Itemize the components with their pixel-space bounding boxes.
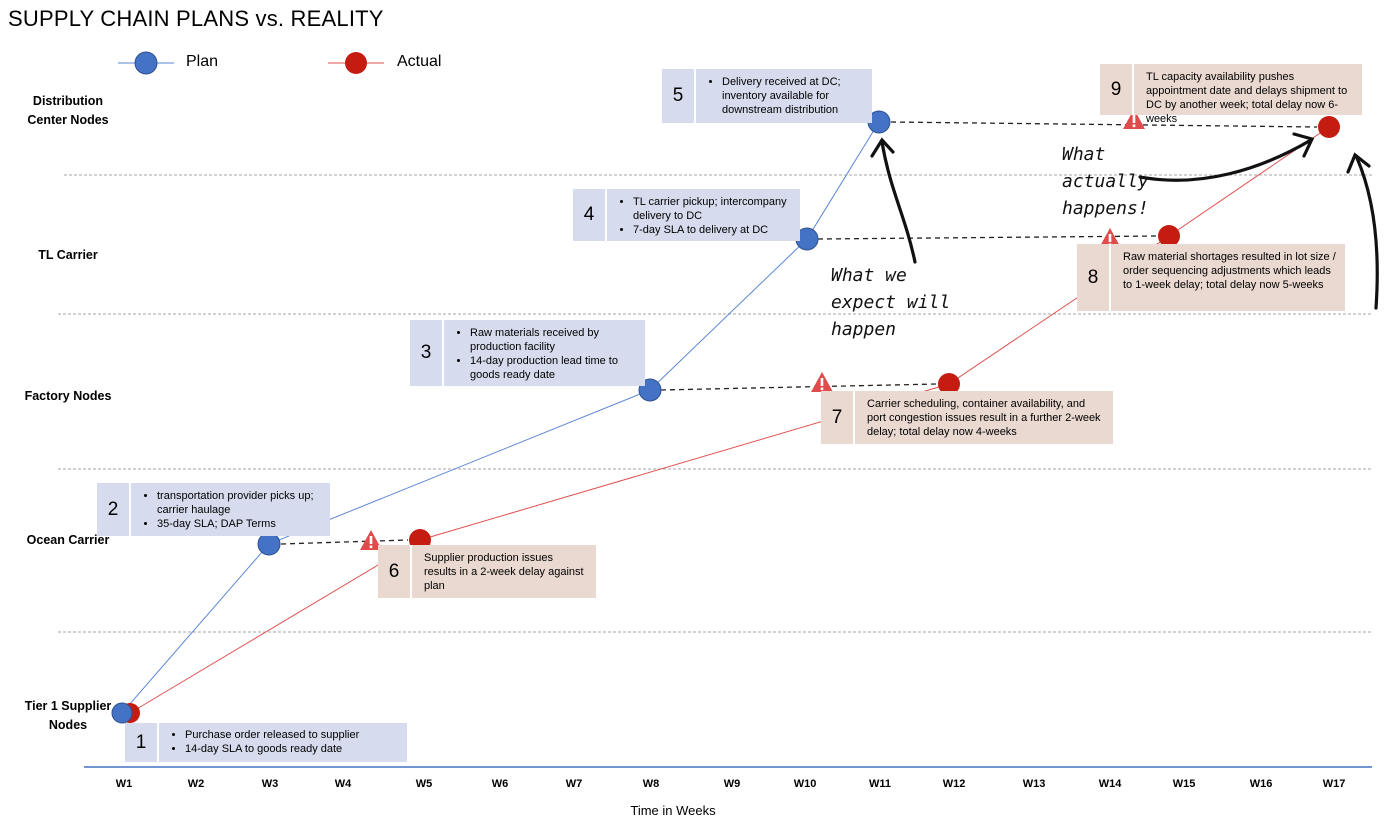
callout-number: 9 — [1100, 64, 1134, 115]
week-label: W15 — [1172, 778, 1196, 790]
callout-bullet: TL carrier pickup; intercompany delivery… — [633, 195, 792, 223]
delay-connectors — [280, 121, 1318, 545]
week-label: W14 — [1098, 778, 1122, 790]
callout-text: TL capacity availability pushes appointm… — [1146, 71, 1348, 125]
plan-node-w3 — [257, 532, 281, 556]
delay-connector-factory — [660, 383, 938, 391]
callout-6: 6 Supplier production issues results in … — [378, 545, 596, 598]
warning-icon — [1123, 109, 1145, 129]
callout-bullet: 7-day SLA to delivery at DC — [633, 223, 792, 237]
annotation-line: expect will — [831, 292, 951, 313]
callout-number: 3 — [410, 320, 444, 386]
callout-4: 4 TL carrier pickup; intercompany delive… — [573, 189, 800, 241]
callout-bullet: Delivery received at DC; inventory avail… — [722, 75, 864, 117]
callout-9: 9 TL capacity availability pushes appoin… — [1100, 64, 1362, 125]
week-label: W4 — [334, 778, 352, 790]
annotation-actual: What actually happens! — [1062, 141, 1149, 222]
callout-bullet: 14-day SLA to goods ready date — [185, 742, 359, 756]
callout-number: 4 — [573, 189, 607, 241]
legend-plan-label: Plan — [186, 53, 219, 70]
row-label-tier1: Tier 1 Supplier Nodes — [24, 699, 112, 732]
delay-connector-tl — [817, 235, 1158, 240]
week-label: W13 — [1022, 778, 1046, 790]
week-label: W8 — [642, 778, 660, 790]
week-label: W1 — [115, 778, 133, 790]
callout-number: 7 — [821, 391, 855, 444]
callout-bullet: transportation provider picks up; carrie… — [157, 489, 322, 517]
legend-actual-label: Actual — [397, 53, 442, 70]
delay-connector-dc — [890, 121, 1318, 128]
week-label: W7 — [565, 778, 583, 790]
arrow-icon — [1138, 132, 1315, 182]
callout-1: 1 Purchase order released to supplier 14… — [125, 723, 407, 762]
row-label-ocean: Ocean Carrier — [26, 533, 110, 547]
annotation-line: happen — [831, 319, 897, 340]
callout-3: 3 Raw materials received by production f… — [410, 320, 645, 386]
actual-node-w15 — [1158, 225, 1180, 247]
week-label: W6 — [491, 778, 509, 790]
callout-8: 8 Raw material shortages resulted in lot… — [1077, 244, 1345, 311]
legend-actual-marker — [328, 52, 384, 74]
week-label: W12 — [942, 778, 966, 790]
x-axis-title: Time in Weeks — [630, 803, 716, 818]
annotation-line: happens! — [1062, 198, 1149, 219]
warning-icon — [360, 530, 382, 550]
actual-node-w12 — [938, 373, 960, 395]
week-label: W3 — [261, 778, 279, 790]
page-title: SUPPLY CHAIN PLANS vs. REALITY — [8, 6, 384, 31]
week-label: W9 — [723, 778, 741, 790]
delay-connector-ocean — [280, 539, 409, 545]
callout-text: Carrier scheduling, container availabili… — [867, 398, 1101, 438]
row-label-factory: Factory Nodes — [24, 389, 112, 403]
row-gridlines — [58, 174, 1372, 633]
callout-bullet: 35-day SLA; DAP Terms — [157, 517, 322, 531]
callout-5: 5 Delivery received at DC; inventory ava… — [662, 69, 872, 123]
week-label: W2 — [187, 778, 205, 790]
week-label: W11 — [868, 778, 891, 790]
callout-7: 7 Carrier scheduling, container availabi… — [821, 391, 1113, 444]
callout-number: 1 — [125, 723, 159, 762]
callout-number: 5 — [662, 69, 696, 123]
week-label: W5 — [415, 778, 433, 790]
legend-plan-marker — [118, 51, 174, 75]
callout-text: Supplier production issues results in a … — [424, 552, 584, 592]
annotation-line: What we — [831, 265, 907, 286]
callout-bullet: 14-day production lead time to goods rea… — [470, 354, 637, 382]
callout-number: 2 — [97, 483, 131, 536]
annotation-expect: What we expect will happen — [831, 262, 950, 343]
callout-number: 8 — [1077, 244, 1111, 311]
warning-icon — [811, 372, 833, 392]
callout-bullet: Purchase order released to supplier — [185, 728, 359, 742]
callout-2: 2 transportation provider picks up; carr… — [97, 483, 330, 536]
annotation-line: actually — [1062, 171, 1149, 192]
callout-number: 6 — [378, 545, 412, 598]
row-label-tl: TL Carrier — [38, 248, 98, 262]
week-label: W10 — [793, 778, 817, 790]
week-label: W16 — [1249, 778, 1273, 790]
arrow-icon — [1346, 152, 1379, 310]
actual-node-w17 — [1318, 116, 1340, 138]
callout-text: Raw material shortages resulted in lot s… — [1123, 251, 1336, 291]
plan-nodes — [111, 110, 891, 724]
annotation-line: What — [1062, 144, 1106, 165]
callout-bullet: Raw materials received by production fac… — [470, 326, 637, 354]
arrow-icon — [870, 137, 917, 264]
plan-node-w1 — [111, 702, 133, 724]
row-label-dc: Distribution Center Nodes — [27, 94, 109, 127]
week-label: W17 — [1322, 778, 1346, 790]
